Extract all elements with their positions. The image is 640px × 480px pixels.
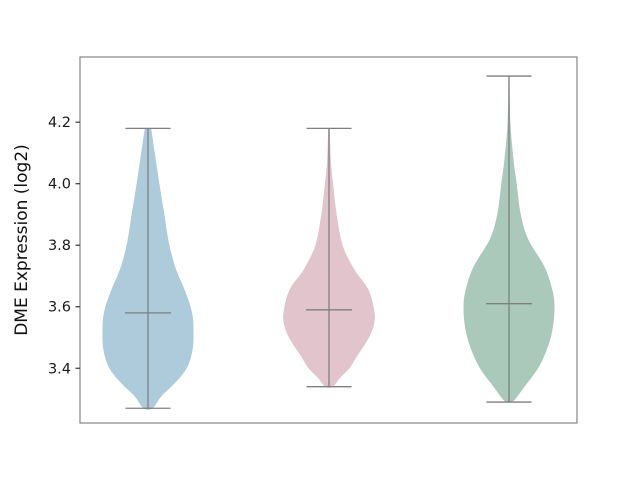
- y-tick-label: 4.0: [48, 177, 71, 193]
- y-axis-ticks: 3.4 3.6 3.8 4.0 4.2: [48, 115, 80, 377]
- y-tick-label: 3.6: [48, 300, 71, 316]
- violin-stats-group-3: [486, 75, 532, 403]
- axes-spines: [79, 56, 578, 424]
- violin-stats-group-1: [125, 127, 171, 409]
- y-tick-label: 4.2: [48, 115, 71, 131]
- y-tick-label: 3.8: [48, 238, 71, 254]
- violin-stats-group-2: [306, 127, 352, 388]
- y-tick-label: 3.4: [48, 361, 71, 377]
